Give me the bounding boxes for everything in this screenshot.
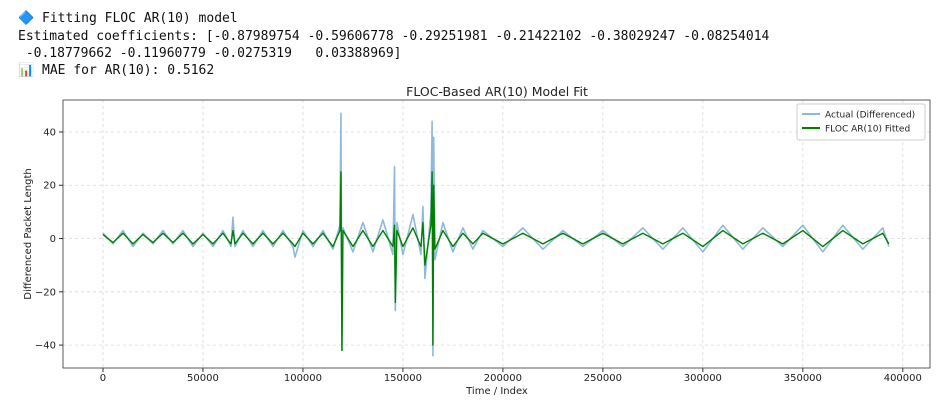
x-tick-label: 0 xyxy=(100,373,106,384)
x-tick-label: 100000 xyxy=(284,373,322,384)
chart-title: FLOC-Based AR(10) Model Fit xyxy=(406,84,588,99)
y-tick-label: 0 xyxy=(50,234,56,245)
x-tick-label: 350000 xyxy=(784,373,822,384)
x-tick-label: 50000 xyxy=(187,373,219,384)
x-tick-label: 150000 xyxy=(384,373,422,384)
legend-label: FLOC AR(10) Fitted xyxy=(825,125,910,135)
x-tick-label: 300000 xyxy=(684,373,722,384)
legend-label: Actual (Differenced) xyxy=(825,111,915,121)
x-axis-label: Time / Index xyxy=(465,386,528,397)
x-tick-label: 400000 xyxy=(884,373,922,384)
y-tick-label: 40 xyxy=(43,127,56,138)
output-line: 📊 MAE for AR(10): 0.5162 xyxy=(18,62,214,78)
y-tick-label: −40 xyxy=(35,341,56,352)
series-line xyxy=(102,171,890,352)
x-tick-label: 250000 xyxy=(584,373,622,384)
output-line: -0.18779662 -0.11960779 -0.0275319 0.033… xyxy=(18,46,402,61)
x-tick-label: 200000 xyxy=(484,373,522,384)
y-axis-label: Differenced Packet Length xyxy=(23,168,34,299)
output-line: Estimated coefficients: [-0.87989754 -0.… xyxy=(18,29,770,44)
output-line: 🔷 Fitting FLOC AR(10) model xyxy=(18,10,238,26)
y-tick-label: 20 xyxy=(43,181,56,192)
plot-frame xyxy=(62,99,931,369)
y-tick-label: −20 xyxy=(35,287,56,298)
legend-frame xyxy=(796,103,926,141)
